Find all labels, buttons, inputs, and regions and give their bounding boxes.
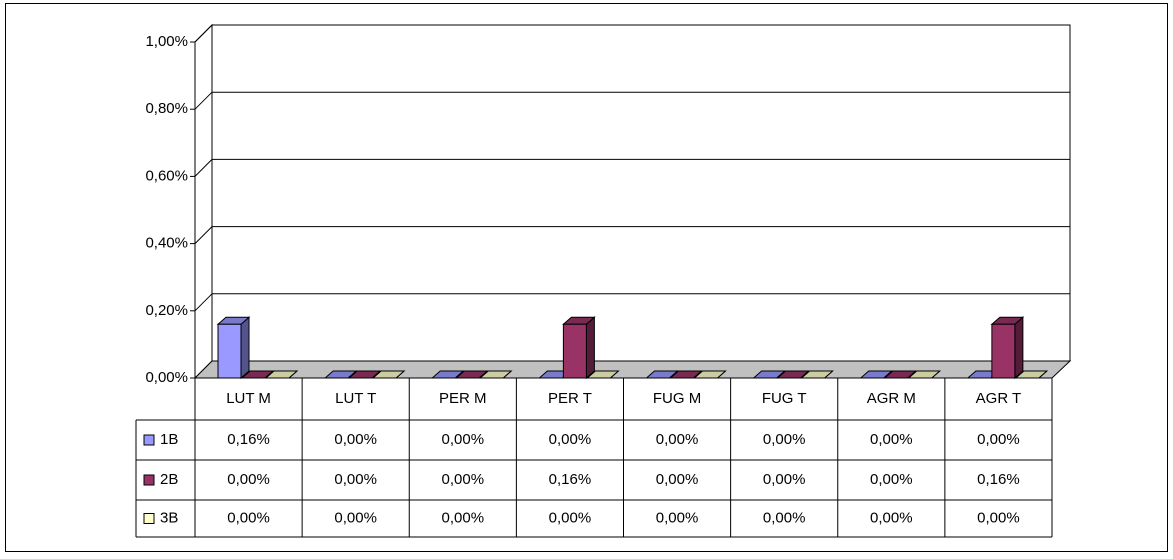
y-tick-label: 0,40%	[145, 235, 188, 252]
bar-side	[585, 316, 595, 380]
category-label: FUG T	[762, 390, 807, 407]
bar-top	[323, 370, 358, 379]
bar-top	[586, 370, 620, 379]
bar	[217, 323, 242, 379]
table-value: 0,16%	[549, 471, 592, 488]
category-label: PER M	[439, 390, 487, 407]
category-label: PER T	[548, 390, 592, 407]
table-value: 0,00%	[549, 509, 592, 526]
table-value: 0,00%	[870, 471, 913, 488]
floor	[193, 360, 1072, 379]
table-value: 0,00%	[656, 509, 699, 526]
bar-side	[240, 316, 250, 380]
bar-top	[454, 370, 489, 379]
bar-top	[907, 370, 942, 379]
table-value: 0,00%	[334, 509, 377, 526]
bar-top	[430, 370, 465, 379]
grid-line	[194, 159, 213, 177]
table-value: 0,00%	[763, 431, 806, 448]
category-label: AGR M	[867, 390, 916, 407]
table-value: 0,00%	[870, 509, 913, 526]
grid-line	[194, 293, 213, 312]
grid-line	[194, 24, 213, 43]
table-value: 0,00%	[442, 509, 485, 526]
legend-label: 1B	[160, 431, 178, 448]
legend-key	[143, 474, 155, 486]
table-value: 0,00%	[977, 431, 1020, 448]
bar-top	[859, 370, 894, 379]
table-value: 0,16%	[227, 431, 270, 448]
bar-top	[800, 370, 834, 379]
table-value: 0,00%	[977, 509, 1020, 526]
table-value: 0,00%	[334, 471, 377, 488]
table-value: 0,00%	[334, 431, 377, 448]
table-value: 0,00%	[763, 471, 806, 488]
category-label: LUT M	[226, 390, 271, 407]
legend-key	[143, 513, 155, 524]
bar-top	[693, 370, 727, 379]
table-value: 0,00%	[227, 471, 270, 488]
table-value: 0,16%	[977, 471, 1020, 488]
table-value: 0,00%	[442, 431, 485, 448]
bar-top	[264, 370, 299, 379]
table-value: 0,00%	[763, 509, 806, 526]
table-value: 0,00%	[549, 431, 592, 448]
bar-top	[669, 370, 703, 379]
bar	[991, 323, 1016, 379]
legend-label: 3B	[160, 509, 178, 526]
category-label: FUG M	[653, 390, 701, 407]
table-value: 0,00%	[870, 431, 913, 448]
bar-side	[1014, 316, 1024, 380]
table-value: 0,00%	[227, 509, 270, 526]
table-value: 0,00%	[442, 471, 485, 488]
bar-top	[478, 370, 513, 379]
table-value: 0,00%	[656, 431, 699, 448]
side-wall	[194, 23, 213, 380]
bar-top	[752, 370, 786, 379]
bar-top	[240, 370, 275, 379]
grid-line	[194, 226, 213, 244]
y-tick-label: 0,00%	[145, 369, 188, 386]
bar-top	[347, 370, 382, 379]
y-tick-label: 0,80%	[145, 100, 188, 117]
bar-top	[883, 370, 918, 379]
grid-line	[194, 91, 213, 110]
bar-top	[1014, 370, 1049, 379]
y-tick-label: 0,20%	[145, 302, 188, 319]
bar	[562, 323, 587, 379]
legend-label: 2B	[160, 471, 178, 488]
bar-top	[776, 370, 810, 379]
legend-key	[143, 434, 155, 446]
category-label: AGR T	[976, 390, 1022, 407]
y-tick-label: 0,60%	[145, 167, 188, 184]
back-wall	[211, 24, 1071, 362]
bar-top	[645, 370, 679, 379]
table-value: 0,00%	[656, 471, 699, 488]
category-label: LUT T	[335, 390, 376, 407]
y-tick-label: 1,00%	[145, 33, 188, 50]
bar-top	[371, 370, 406, 379]
